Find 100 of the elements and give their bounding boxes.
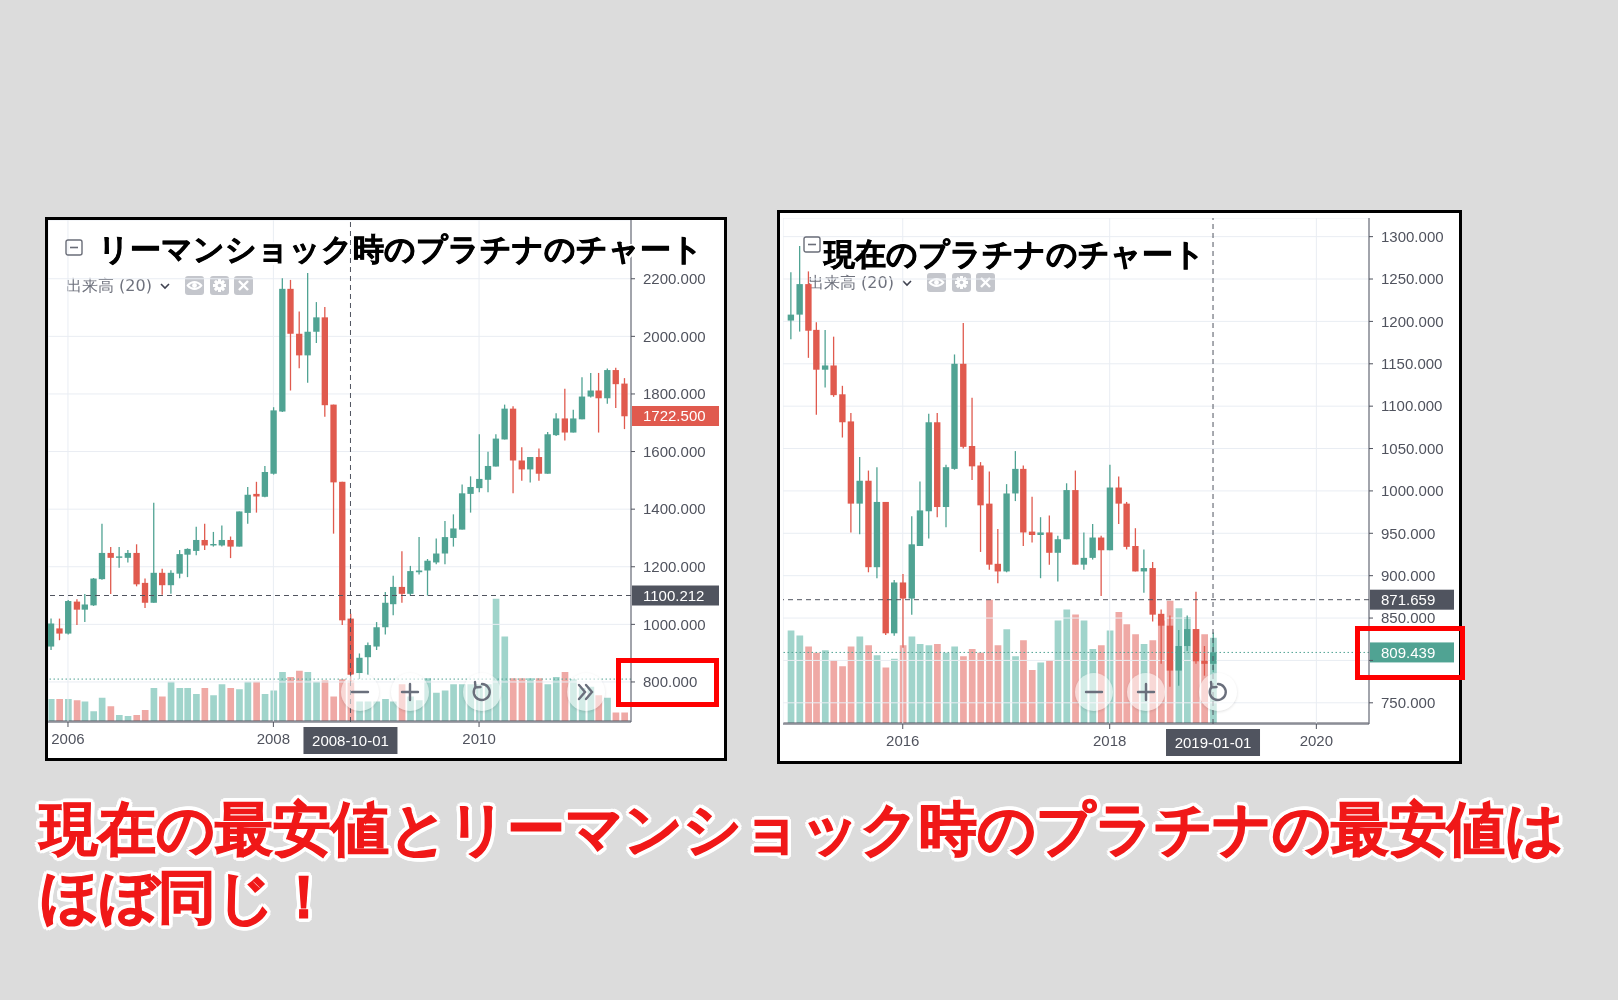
bar xyxy=(830,660,838,723)
candlestick xyxy=(296,310,303,369)
bar xyxy=(1046,660,1053,723)
y-tick-label: 1800.000 xyxy=(643,385,706,403)
ref-line-label: 871.659 xyxy=(1381,591,1436,609)
candlestick xyxy=(1037,516,1044,579)
candlestick xyxy=(313,301,320,344)
candlestick xyxy=(141,577,149,609)
bar xyxy=(373,701,381,721)
y-tick-label: 2000.000 xyxy=(643,327,706,345)
bar xyxy=(1037,662,1045,723)
candlestick xyxy=(467,475,474,514)
bar xyxy=(253,681,260,721)
candlestick xyxy=(48,617,55,651)
candlestick xyxy=(407,565,414,597)
candlestick xyxy=(450,513,457,548)
y-tick-label: 950.000 xyxy=(1381,524,1436,542)
bar xyxy=(1097,645,1105,723)
bar xyxy=(1012,656,1019,723)
candlestick xyxy=(193,526,200,556)
candlestick xyxy=(587,372,594,399)
candlestick xyxy=(115,546,123,569)
bar xyxy=(1003,629,1011,723)
candlestick xyxy=(244,486,251,525)
bar xyxy=(934,644,941,723)
candlestick xyxy=(535,447,543,482)
candlestick xyxy=(56,617,63,641)
candlestick xyxy=(476,433,483,493)
ref-line-label: 2008-10-01 xyxy=(312,731,389,749)
bar xyxy=(1063,609,1071,723)
candlestick xyxy=(821,329,829,389)
candlestick xyxy=(595,372,602,434)
text: 現在の最安値とリーマンショック時のプラチナの最安値はほぼ同じ！ xyxy=(40,795,1565,931)
bar xyxy=(433,692,440,721)
chart-title: リーマンショック時のプラチナのチャート xyxy=(98,231,703,267)
candlestick xyxy=(373,621,380,651)
bar xyxy=(287,676,294,721)
ref-line-label: 1100.212 xyxy=(643,586,705,604)
bar xyxy=(90,711,98,721)
bar xyxy=(865,645,872,723)
candlestick xyxy=(570,409,577,434)
bar xyxy=(304,672,312,721)
y-tick-label: 1100.000 xyxy=(1381,397,1443,415)
y-tick-label: 1200.000 xyxy=(643,558,706,576)
candlestick xyxy=(484,451,492,493)
x-tick-label: 2006 xyxy=(51,729,85,747)
bar xyxy=(552,676,560,721)
bar xyxy=(407,696,414,721)
candlestick xyxy=(424,558,431,597)
candlestick xyxy=(612,367,619,409)
text: 現在のプラチナのチャート xyxy=(824,236,1205,272)
bar xyxy=(450,684,457,721)
bar xyxy=(1020,640,1027,723)
x-tick-label: 2016 xyxy=(886,731,920,749)
candlestick xyxy=(1089,523,1096,561)
bar xyxy=(1149,640,1157,723)
candlestick xyxy=(441,520,449,565)
bar xyxy=(544,684,552,721)
x-tick-label: 2010 xyxy=(462,729,496,747)
bar xyxy=(1132,634,1139,723)
bar xyxy=(960,656,967,723)
bar xyxy=(1072,614,1079,723)
candlestick xyxy=(107,546,114,595)
candlestick xyxy=(527,456,534,484)
bar xyxy=(141,709,149,721)
candlestick xyxy=(304,272,311,384)
bar xyxy=(236,689,243,721)
bar xyxy=(1028,669,1036,723)
bar xyxy=(279,672,286,721)
bar xyxy=(839,666,846,723)
bar xyxy=(621,712,628,721)
bar xyxy=(227,687,235,721)
bar xyxy=(604,697,611,721)
bar xyxy=(330,696,338,721)
bar xyxy=(501,636,509,721)
candlestick xyxy=(787,271,795,340)
text: 1722.500 xyxy=(632,406,719,426)
y-tick-label: 1400.000 xyxy=(643,500,706,518)
bar xyxy=(159,696,166,721)
bar xyxy=(986,599,993,723)
y-tick-label: 1250.000 xyxy=(1381,270,1444,288)
bar xyxy=(570,679,577,721)
bar xyxy=(1089,648,1097,723)
candlestick xyxy=(561,388,568,442)
bar xyxy=(210,695,217,721)
bar xyxy=(509,678,517,721)
candlestick xyxy=(856,456,863,535)
bar xyxy=(313,681,320,721)
candlestick xyxy=(552,412,560,437)
y-tick-label: 2200.000 xyxy=(643,270,706,288)
x-tick-label: 2008 xyxy=(256,729,291,747)
ref-line-label: 809.439 xyxy=(1381,643,1436,661)
bar xyxy=(296,670,303,721)
x-tick-label: 2020 xyxy=(1299,731,1334,749)
bar xyxy=(356,701,363,721)
bar xyxy=(821,650,829,723)
candlestick xyxy=(1046,514,1053,566)
y-tick-label: 1000.000 xyxy=(643,615,706,633)
y-tick-label: 1000.000 xyxy=(1381,482,1444,500)
bar xyxy=(56,698,63,721)
